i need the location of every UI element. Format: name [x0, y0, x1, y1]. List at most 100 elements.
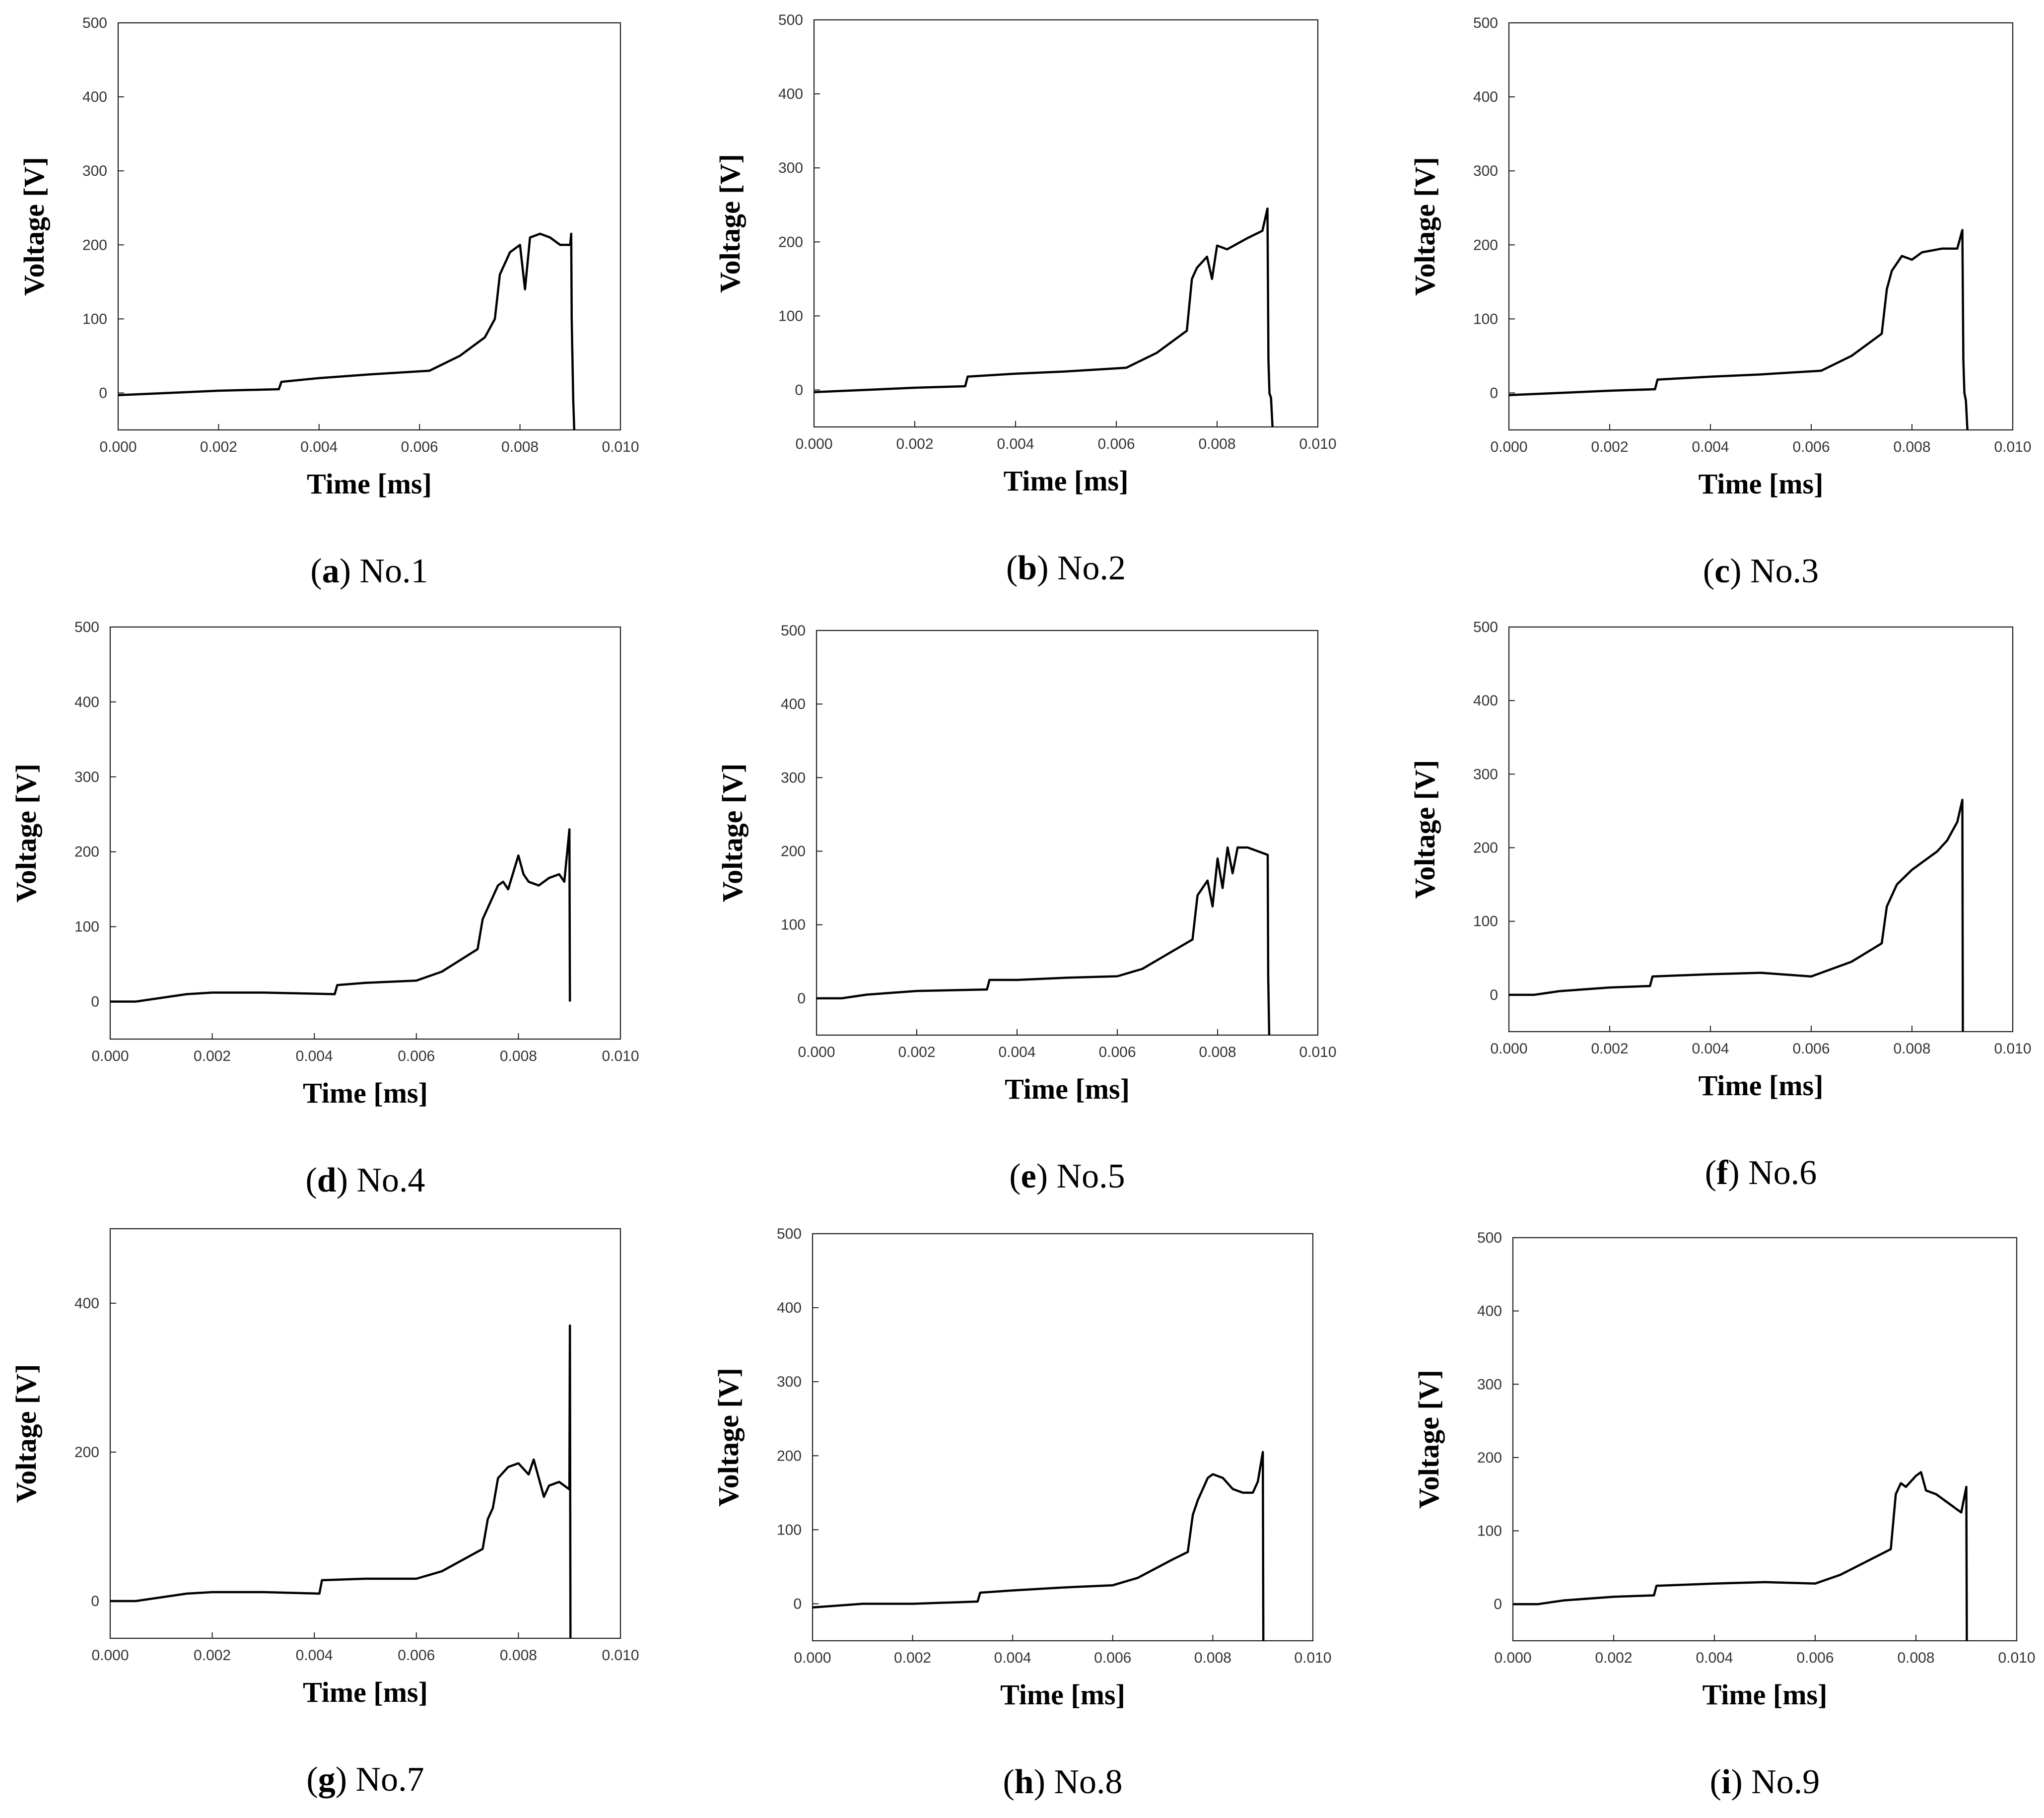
y-tick-label: 400	[777, 1300, 802, 1316]
chart-panel-e: 0.000 0.002 0.004 0.006 0.008 0.010 0 100 200 300…	[716, 623, 1337, 1195]
panel-caption: (h) No.8	[1003, 1763, 1122, 1801]
x-tick-label: 0.004	[296, 1048, 333, 1064]
panel-caption-label: No.8	[1054, 1763, 1123, 1801]
x-tick-label: 0.000	[798, 1044, 835, 1060]
x-tick-label: 0.004	[1692, 1041, 1729, 1057]
y-tick-label: 200	[777, 1448, 802, 1464]
panel-letter: e	[1021, 1157, 1036, 1195]
y-tick-label: 100	[74, 919, 99, 935]
panel-caption: (e) No.5	[1009, 1157, 1125, 1195]
x-axis-title: Time [ms]	[303, 1676, 428, 1708]
x-tick-label: 0.002	[1591, 439, 1628, 455]
y-tick-label: 400	[1473, 693, 1498, 709]
panel-caption-label: No.7	[356, 1760, 424, 1799]
x-tick-label: 0.000	[91, 1048, 129, 1064]
plot-frame	[117, 22, 621, 431]
x-tick-label: 0.006	[401, 439, 438, 455]
panel-caption-label: No.3	[1750, 552, 1819, 590]
x-tick-label: 0.010	[602, 439, 639, 455]
y-axis-title: Voltage [V]	[10, 764, 42, 903]
series-line-voltage	[813, 1451, 1265, 1641]
y-tick-label: 500	[778, 12, 803, 28]
y-tick-label: 400	[778, 86, 803, 102]
panel-caption-label: No.6	[1748, 1154, 1817, 1192]
x-axis-title: Time [ms]	[1004, 465, 1129, 497]
y-tick-label: 400	[82, 89, 107, 105]
y-tick-label: 300	[1473, 163, 1498, 179]
x-tick-label: 0.002	[200, 439, 237, 455]
y-tick-label: 100	[1477, 1523, 1502, 1539]
y-tick-label: 300	[781, 769, 806, 786]
series-line-voltage	[118, 232, 576, 430]
x-tick-label: 0.002	[194, 1048, 231, 1064]
x-tick-label: 0.010	[1299, 436, 1336, 452]
chart-panel-c: 0.000 0.002 0.004 0.006 0.008 0.010 0 100 200 300…	[1409, 15, 2032, 590]
x-tick-label: 0.000	[1494, 1650, 1531, 1666]
x-tick-label: 0.010	[602, 1647, 639, 1664]
x-tick-label: 0.002	[896, 436, 933, 452]
y-tick-label: 0	[1490, 987, 1498, 1003]
panel-letter: c	[1714, 552, 1730, 590]
panel-caption: (i) No.9	[1710, 1763, 1820, 1801]
x-tick-label: 0.000	[91, 1647, 129, 1664]
panel-letter: d	[317, 1161, 337, 1199]
panel-caption: (c) No.3	[1703, 552, 1819, 590]
y-tick-label: 200	[1473, 237, 1498, 253]
chart-panel-d: 0.000 0.002 0.004 0.006 0.008 0.010 0 100 200 300…	[10, 619, 639, 1199]
y-tick-label: 500	[82, 15, 107, 31]
series-line-voltage	[1513, 1471, 1968, 1641]
y-tick-label: 300	[1473, 766, 1498, 782]
y-axis-title: Voltage [V]	[1413, 1370, 1445, 1509]
y-tick-label: 200	[1473, 840, 1498, 856]
x-tick-label: 0.006	[398, 1647, 435, 1664]
series-line-voltage	[1509, 229, 1969, 430]
x-tick-label: 0.010	[602, 1048, 639, 1064]
panel-caption: (b) No.2	[1006, 549, 1126, 587]
x-tick-label: 0.008	[1194, 1650, 1231, 1666]
y-tick-label: 300	[74, 769, 99, 785]
y-tick-label: 0	[1490, 385, 1498, 401]
x-tick-label: 0.006	[1792, 439, 1830, 455]
y-axis-title: Voltage [V]	[10, 1364, 42, 1503]
x-axis-title: Time [ms]	[1000, 1678, 1125, 1711]
y-tick-label: 100	[1473, 913, 1498, 930]
x-axis-title: Time [ms]	[1699, 468, 1824, 500]
panel-letter: i	[1721, 1763, 1731, 1801]
y-tick-label: 0	[91, 1593, 99, 1609]
plot-frame	[1508, 22, 2014, 431]
y-tick-label: 200	[74, 1444, 99, 1461]
y-axis-title: Voltage [V]	[714, 154, 746, 293]
x-tick-label: 0.000	[794, 1650, 831, 1666]
x-tick-label: 0.008	[1893, 439, 1930, 455]
y-tick-label: 200	[778, 234, 803, 250]
y-tick-label: 100	[82, 311, 107, 327]
chart-panel-b: 0.000 0.002 0.004 0.006 0.008 0.010 0 100 200 300…	[714, 12, 1337, 587]
y-tick-label: 0	[795, 382, 803, 398]
x-tick-label: 0.004	[296, 1647, 333, 1664]
series-line-voltage	[110, 1324, 572, 1638]
y-tick-label: 100	[778, 308, 803, 324]
x-tick-label: 0.008	[500, 1048, 537, 1064]
series-line-voltage	[1509, 798, 1964, 1032]
y-tick-label: 200	[781, 843, 806, 860]
panel-caption: (d) No.4	[305, 1161, 425, 1199]
plot-frame	[1512, 1237, 2018, 1642]
x-tick-label: 0.006	[1097, 436, 1135, 452]
panel-caption-label: No.5	[1057, 1157, 1125, 1195]
plot-frame	[1508, 626, 2014, 1033]
y-axis-title: Voltage [V]	[712, 1368, 745, 1507]
y-tick-label: 500	[74, 619, 99, 635]
panel-caption-label: No.9	[1751, 1763, 1820, 1801]
x-tick-label: 0.006	[1792, 1041, 1830, 1057]
y-tick-label: 0	[793, 1596, 802, 1612]
y-tick-label: 100	[777, 1522, 802, 1538]
x-axis-title: Time [ms]	[303, 1077, 428, 1109]
x-tick-label: 0.010	[1994, 1041, 2031, 1057]
x-tick-label: 0.004	[997, 436, 1034, 452]
y-tick-label: 200	[1477, 1450, 1502, 1466]
y-tick-label: 300	[82, 163, 107, 179]
panel-caption-label: No.1	[360, 552, 428, 590]
y-tick-label: 300	[778, 160, 803, 176]
y-tick-label: 500	[777, 1226, 802, 1242]
series-line-voltage	[110, 828, 571, 1003]
